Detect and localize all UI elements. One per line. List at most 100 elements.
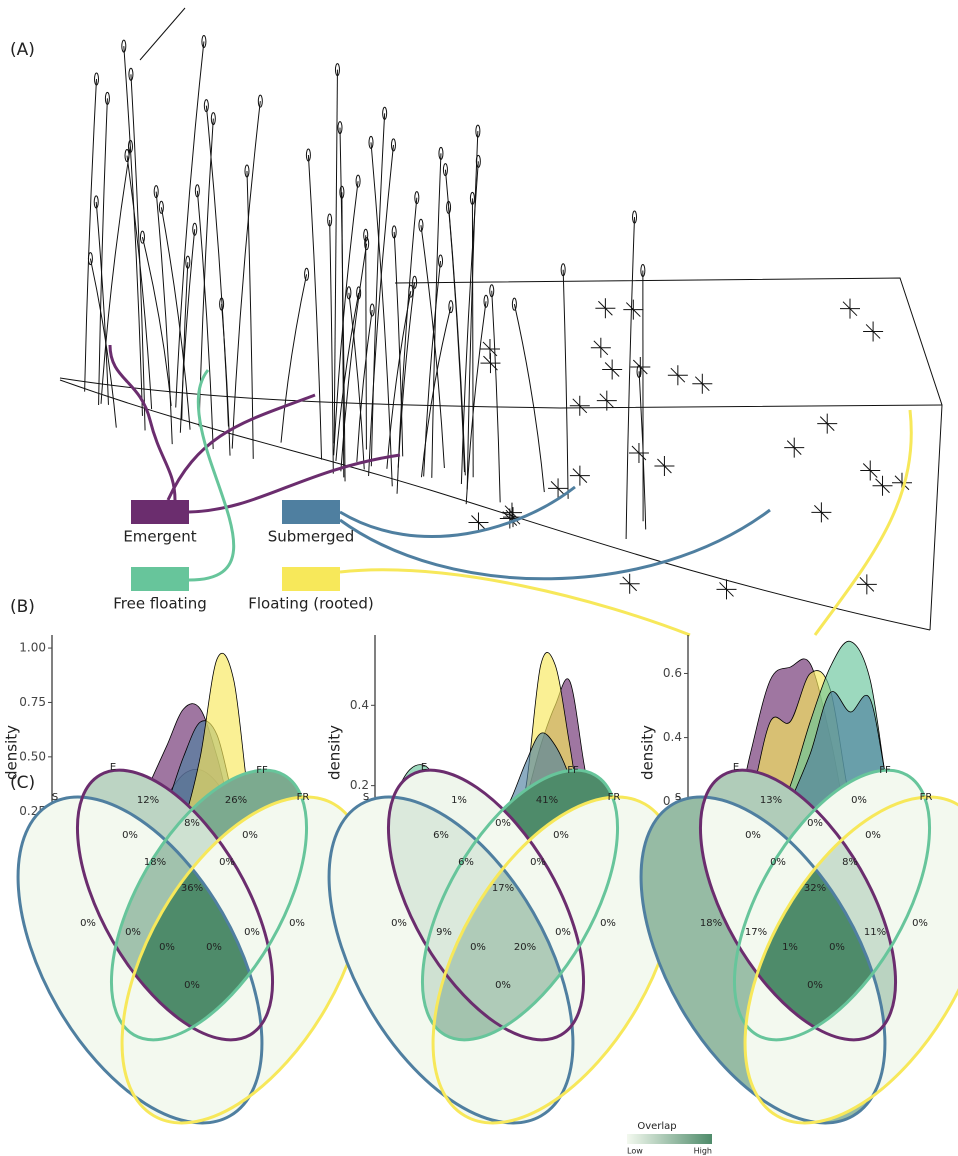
reed-tip bbox=[93, 195, 99, 209]
venn-set bbox=[743, 795, 958, 1125]
venn-label: 18% bbox=[144, 857, 166, 868]
connector bbox=[339, 568, 691, 637]
reed-tip bbox=[192, 222, 198, 236]
legend-title: Overlap bbox=[637, 1121, 676, 1132]
reed-tip bbox=[339, 185, 345, 199]
reed bbox=[160, 207, 191, 430]
reed bbox=[175, 41, 205, 408]
illustration bbox=[59, 7, 943, 631]
connectors bbox=[108, 344, 913, 637]
leaf bbox=[569, 465, 590, 486]
venn-label: 0% bbox=[122, 830, 138, 841]
set-label: E bbox=[110, 762, 116, 773]
reed bbox=[246, 170, 254, 459]
reed-tip bbox=[560, 263, 566, 277]
venn-label: 0% bbox=[289, 918, 305, 929]
reed-tip bbox=[153, 185, 159, 199]
reed bbox=[444, 169, 466, 476]
reed bbox=[625, 217, 636, 539]
y-tick-label: 1.00 bbox=[19, 641, 46, 655]
reed bbox=[333, 69, 338, 444]
reed bbox=[431, 153, 442, 478]
venn-set bbox=[639, 795, 887, 1125]
connector bbox=[813, 409, 913, 636]
venn-label: 0% bbox=[807, 980, 823, 991]
venn-label: 0% bbox=[495, 818, 511, 829]
reed-tip bbox=[448, 300, 454, 314]
set-label: S bbox=[675, 792, 681, 803]
reed-tip bbox=[369, 303, 375, 317]
reed bbox=[491, 290, 501, 503]
reed bbox=[196, 190, 214, 450]
legend-label: Free floating bbox=[113, 595, 207, 613]
connector bbox=[339, 485, 576, 539]
reed bbox=[98, 98, 108, 405]
leaf bbox=[716, 579, 737, 600]
leaf bbox=[479, 338, 500, 359]
connector bbox=[188, 453, 401, 514]
y-axis-title: density bbox=[326, 725, 344, 780]
venn-label: 6% bbox=[433, 830, 449, 841]
venn-label: 20% bbox=[514, 942, 536, 953]
venn-set bbox=[386, 768, 586, 1042]
legend-label: Emergent bbox=[123, 528, 196, 546]
leaf bbox=[595, 298, 616, 319]
reed bbox=[329, 219, 334, 474]
venn-set bbox=[16, 795, 264, 1125]
reed bbox=[348, 292, 365, 470]
reed-tip bbox=[511, 297, 517, 311]
venn-label: 0% bbox=[912, 918, 928, 929]
reed bbox=[340, 243, 368, 472]
venn-label: 0% bbox=[865, 830, 881, 841]
y-tick-label: 0.4 bbox=[663, 730, 682, 744]
legend-swatch bbox=[282, 567, 340, 591]
connector bbox=[188, 369, 236, 582]
reed-tip bbox=[346, 286, 352, 300]
venn-label: 0% bbox=[553, 830, 569, 841]
reed-tip bbox=[94, 72, 100, 86]
reed-tip bbox=[469, 191, 475, 205]
water-box bbox=[394, 277, 943, 631]
leaf bbox=[654, 456, 675, 477]
reed-tip bbox=[368, 135, 374, 149]
reed-tip bbox=[475, 124, 481, 138]
legend-swatch bbox=[131, 567, 189, 591]
reed bbox=[100, 146, 131, 404]
leaf bbox=[468, 512, 489, 533]
leaf bbox=[872, 475, 893, 496]
ground bbox=[59, 379, 931, 631]
venn-label: 0% bbox=[555, 927, 571, 938]
venn-set bbox=[75, 768, 275, 1042]
venn-label: 0% bbox=[770, 857, 786, 868]
reed-tip bbox=[128, 67, 134, 81]
venn-label: 0% bbox=[807, 818, 823, 829]
venn-label: 0% bbox=[391, 918, 407, 929]
venn-label: 0% bbox=[495, 980, 511, 991]
legend-gradient bbox=[627, 1134, 712, 1144]
venn-label: 0% bbox=[184, 980, 200, 991]
set-label: E bbox=[733, 762, 739, 773]
leaf bbox=[628, 442, 649, 463]
panel-label: (B) bbox=[10, 597, 35, 617]
stem bbox=[139, 7, 186, 61]
venn-label: 11% bbox=[864, 927, 886, 938]
reed-tip bbox=[121, 39, 127, 53]
reed-tip bbox=[640, 263, 646, 277]
reed bbox=[84, 78, 98, 392]
venn-label: 0% bbox=[530, 857, 546, 868]
set-label: FF bbox=[256, 765, 268, 776]
y-tick-label: 0.50 bbox=[19, 749, 46, 763]
water-surface bbox=[59, 377, 943, 409]
connector bbox=[339, 508, 771, 581]
venn-label: 0% bbox=[125, 927, 141, 938]
venn-label: 0% bbox=[829, 942, 845, 953]
leaf bbox=[667, 365, 688, 386]
set-label: FF bbox=[879, 765, 891, 776]
venn-label: 0% bbox=[470, 942, 486, 953]
venn-label: 1% bbox=[451, 795, 467, 806]
reed-tip bbox=[438, 254, 444, 268]
leaf bbox=[569, 395, 590, 416]
leaf bbox=[860, 460, 881, 481]
reed bbox=[638, 371, 647, 530]
